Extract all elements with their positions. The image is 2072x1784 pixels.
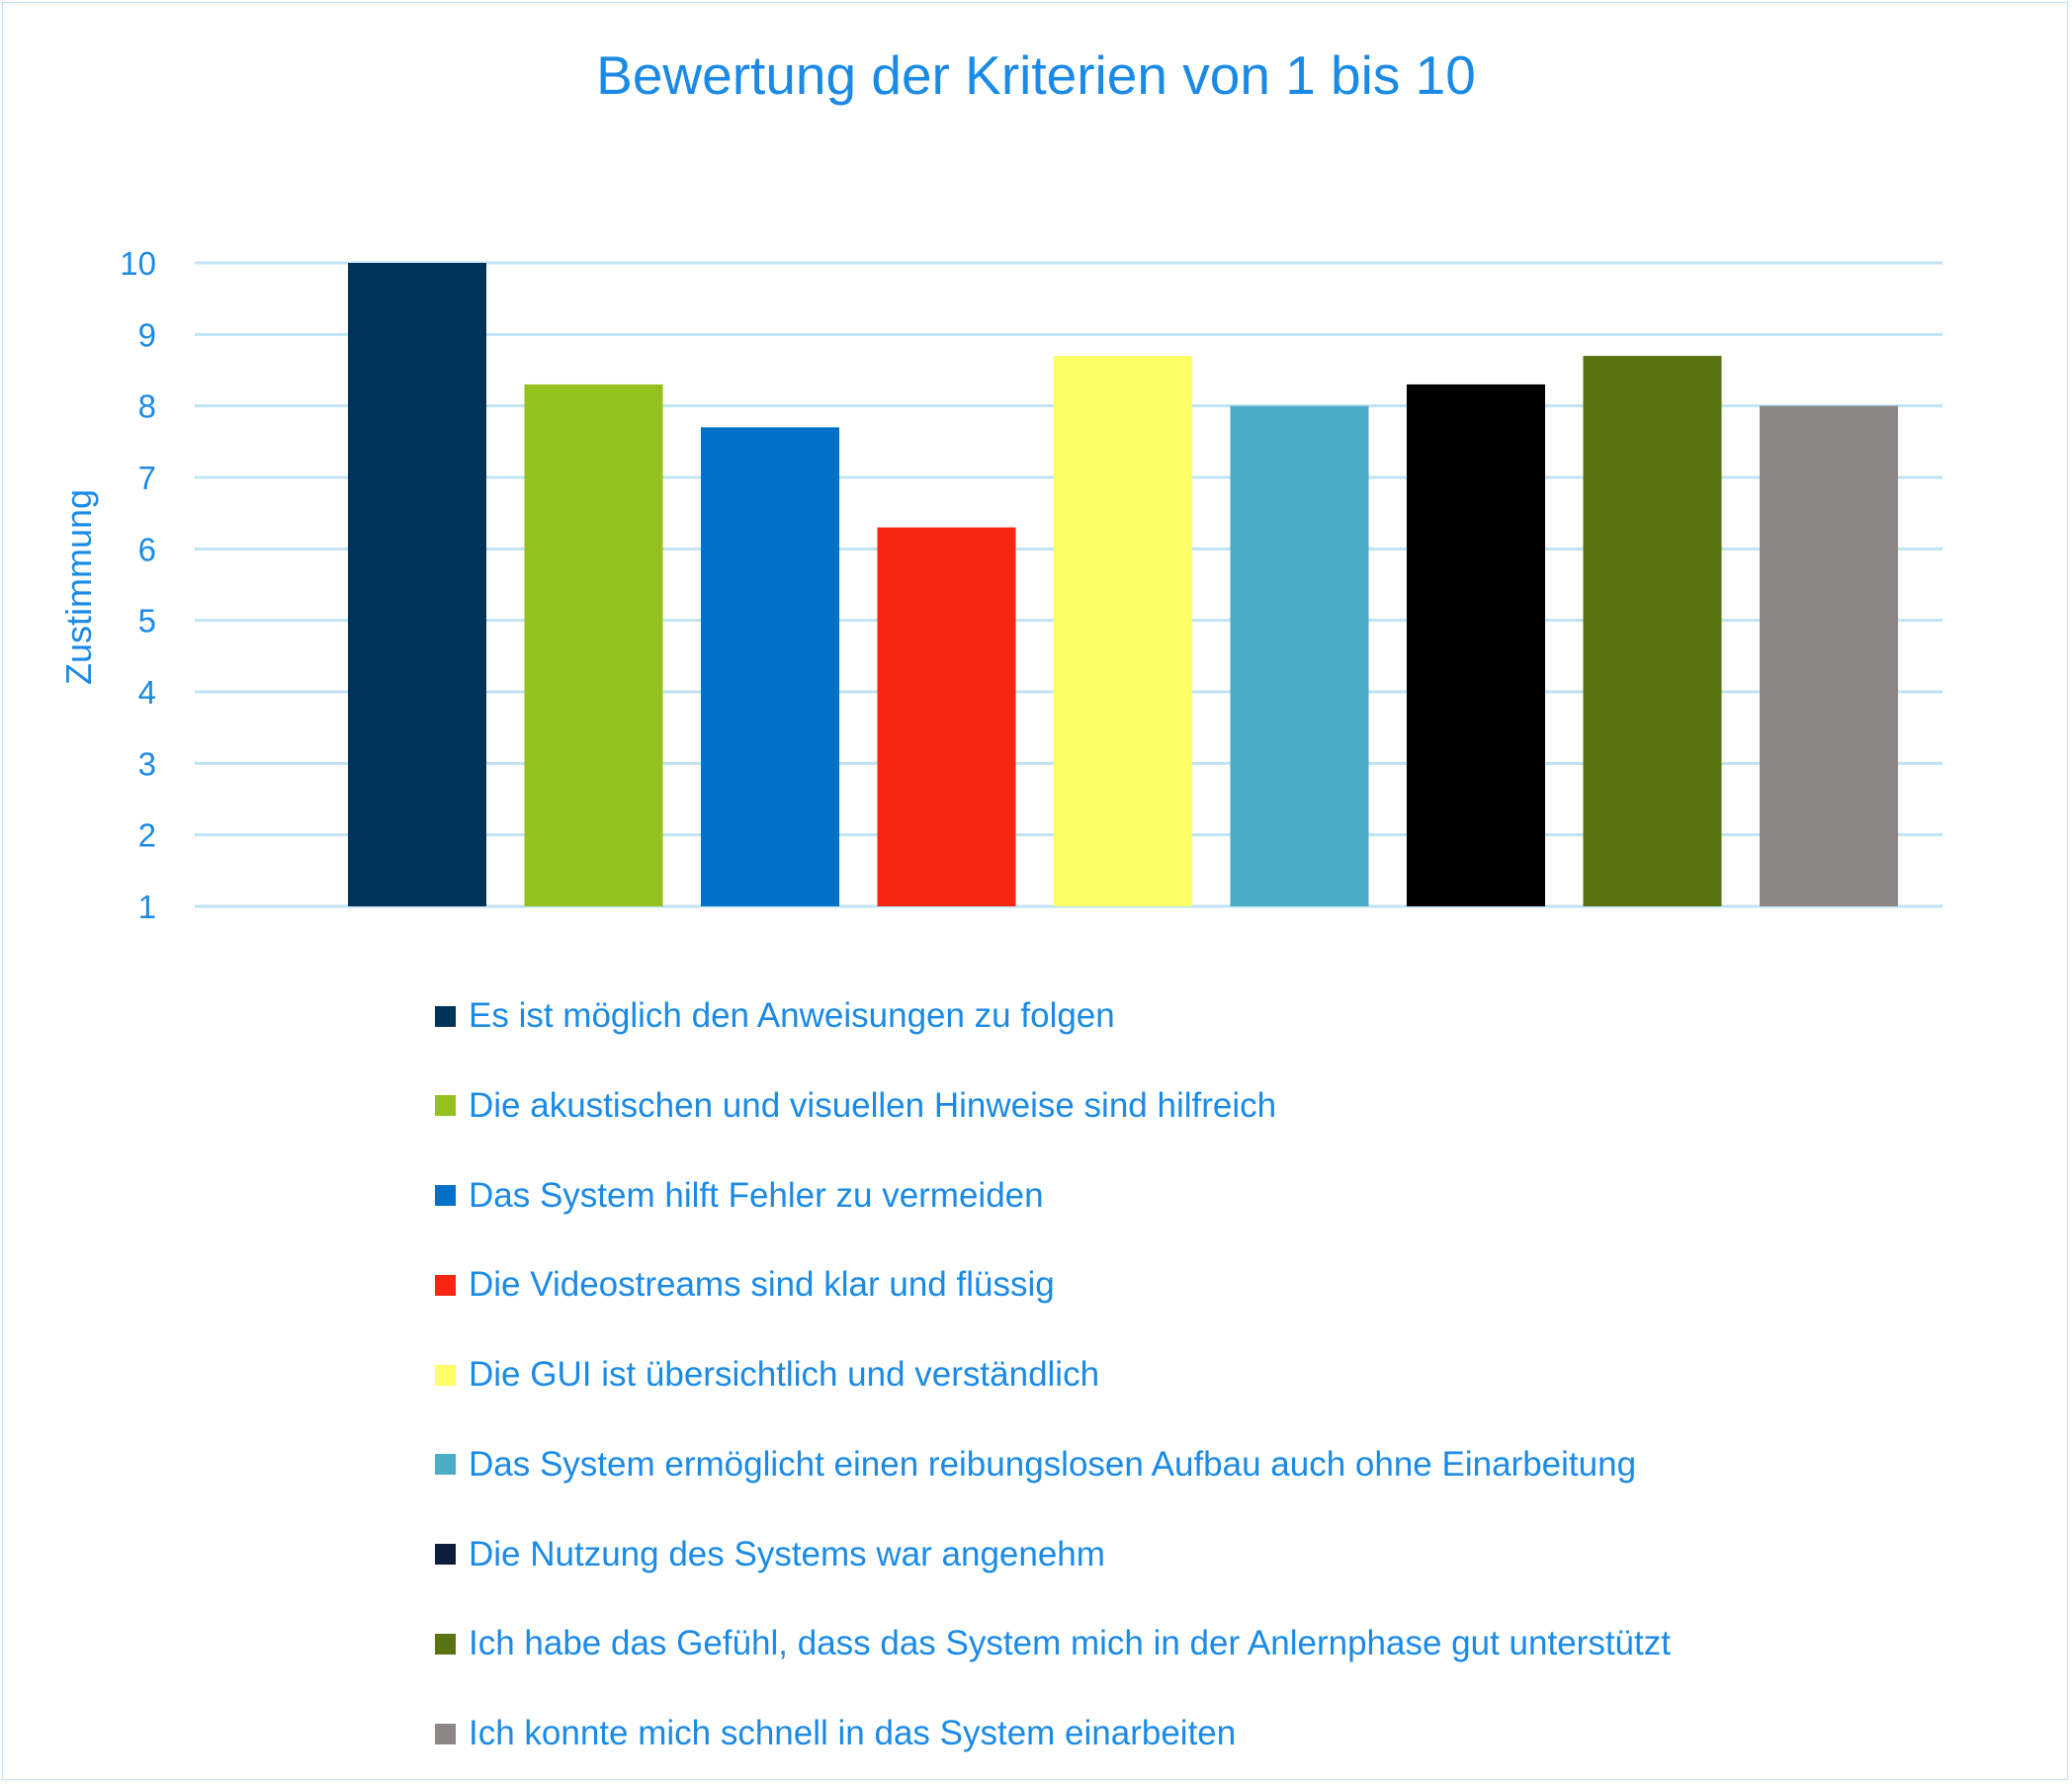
y-tick-label: 7 bbox=[138, 460, 156, 496]
y-tick-label: 1 bbox=[138, 889, 156, 925]
legend-label: Die Nutzung des Systems war angenehm bbox=[469, 1534, 1105, 1573]
legend-label: Die akustischen und visuellen Hinweise s… bbox=[469, 1085, 1277, 1125]
bar-3 bbox=[701, 427, 839, 906]
legend-item: Die Nutzung des Systems war angenehm bbox=[435, 1535, 1105, 1574]
y-tick-label: 5 bbox=[138, 603, 156, 639]
legend-label: Ich habe das Gefühl, dass das System mic… bbox=[469, 1624, 1671, 1663]
bar-6 bbox=[1230, 405, 1369, 906]
legend-swatch bbox=[435, 1364, 456, 1386]
legend-label: Die Videostreams sind klar und flüssig bbox=[469, 1265, 1055, 1305]
legend-swatch bbox=[435, 1274, 456, 1296]
legend-item: Das System ermöglicht einen reibungslose… bbox=[435, 1445, 1636, 1485]
legend-swatch bbox=[435, 1454, 456, 1476]
legend-item: Ich konnte mich schnell in das System ei… bbox=[435, 1714, 1236, 1753]
y-axis-label: Zustimmung bbox=[58, 488, 99, 686]
legend-swatch bbox=[435, 1005, 456, 1027]
legend-label: Die GUI ist übersichtlich und verständli… bbox=[469, 1355, 1100, 1394]
legend-item: Ich habe das Gefühl, dass das System mic… bbox=[435, 1624, 1671, 1663]
y-tick-label: 3 bbox=[138, 745, 156, 782]
legend-item: Die akustischen und visuellen Hinweise s… bbox=[435, 1086, 1276, 1126]
y-tick-label: 4 bbox=[138, 674, 156, 711]
legend-label: Es ist möglich den Anweisungen zu folgen bbox=[469, 996, 1115, 1035]
bar-4 bbox=[877, 527, 1016, 906]
legend-item: Das System hilft Fehler zu vermeiden bbox=[435, 1176, 1044, 1216]
legend-item: Die Videostreams sind klar und flüssig bbox=[435, 1265, 1055, 1305]
bar-9 bbox=[1760, 405, 1898, 906]
y-tick-labels: 1 2 3 4 5 6 7 8 9 10 bbox=[120, 245, 156, 925]
legend-item: Die GUI ist übersichtlich und verständli… bbox=[435, 1355, 1099, 1395]
bar-7 bbox=[1407, 383, 1545, 906]
chart-title: Bewertung der Kriterien von 1 bis 10 bbox=[596, 44, 1476, 106]
legend-label: Das System ermöglicht einen reibungslose… bbox=[469, 1444, 1637, 1484]
y-tick-label: 10 bbox=[120, 245, 156, 282]
bar-1 bbox=[348, 263, 486, 906]
legend: Es ist möglich den Anweisungen zu folgen… bbox=[435, 0, 2056, 1784]
y-tick-label: 2 bbox=[138, 817, 156, 854]
legend-label: Das System hilft Fehler zu vermeiden bbox=[469, 1175, 1044, 1215]
y-tick-label: 6 bbox=[138, 531, 156, 567]
bar-5 bbox=[1054, 356, 1192, 906]
legend-swatch bbox=[435, 1095, 456, 1117]
legend-swatch bbox=[435, 1544, 456, 1565]
bar-2 bbox=[524, 383, 663, 906]
y-tick-label: 9 bbox=[138, 316, 156, 353]
legend-swatch bbox=[435, 1723, 456, 1744]
bars bbox=[348, 263, 1898, 906]
legend-item: Es ist möglich den Anweisungen zu folgen bbox=[435, 996, 1115, 1036]
bar-8 bbox=[1583, 356, 1722, 906]
legend-swatch bbox=[435, 1185, 456, 1206]
legend-label: Ich konnte mich schnell in das System ei… bbox=[469, 1714, 1237, 1752]
legend-swatch bbox=[435, 1633, 456, 1655]
y-tick-label: 8 bbox=[138, 388, 156, 425]
